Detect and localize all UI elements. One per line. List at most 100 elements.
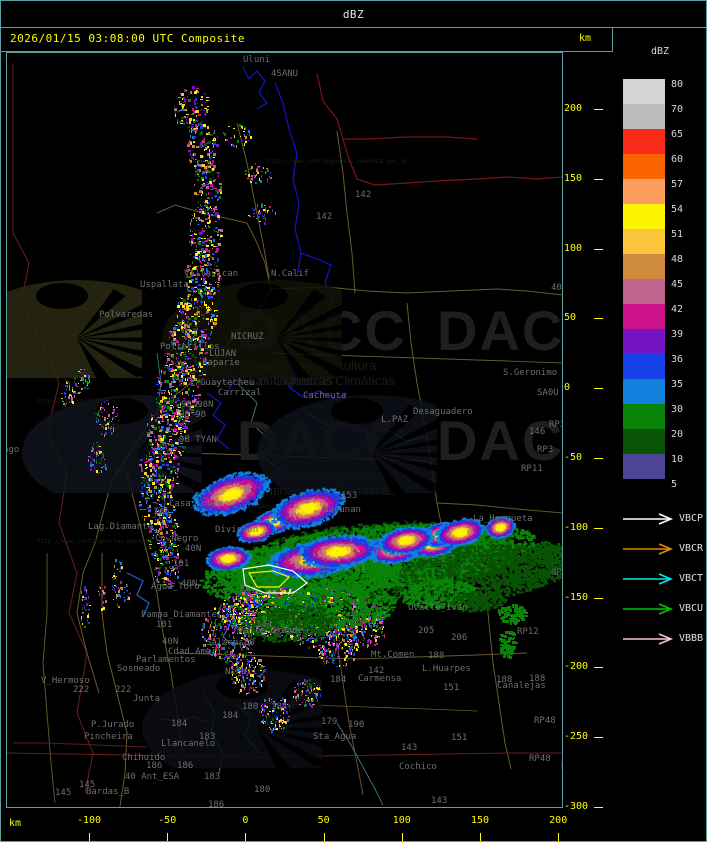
- window-titlebar: dBZ: [1, 1, 706, 28]
- colorbar-tick-39: 39: [671, 329, 683, 340]
- map-label: 98 98N: [181, 400, 214, 410]
- y-tick-mark: [594, 597, 603, 599]
- map-label: Carmensa: [358, 674, 401, 684]
- map-label: Villavican: [184, 269, 238, 279]
- map-label: L.Huarpes: [422, 664, 471, 674]
- dacc-leaf-logo-icon: [7, 280, 142, 378]
- map-label: 145: [55, 788, 71, 798]
- x-axis-unit-label: km: [9, 818, 21, 829]
- dacc-watermark-url: http://www.contingencias.mendoza.gov.ar: [197, 503, 338, 510]
- map-label: Uspallata: [140, 280, 189, 290]
- map-label: 186: [177, 761, 193, 771]
- map-label: NICRUZ: [231, 332, 264, 342]
- y-tick--200: -200: [564, 661, 588, 672]
- dacc-watermark-url: http://www.contingencias.mendoza.gov.ar: [267, 158, 408, 165]
- vector-legend-label: VBBB: [679, 633, 703, 644]
- y-tick-mark: [594, 807, 603, 808]
- info-strip: 2026/01/15 03:08:00 UTC Composite km: [1, 28, 613, 52]
- map-label: 180: [254, 785, 270, 795]
- map-label: Rey: [240, 584, 256, 594]
- map-label: RP3: [537, 445, 553, 455]
- x-tick-mark: [401, 833, 403, 841]
- arrow-icon: [623, 543, 674, 555]
- y-tick-150: 150: [564, 173, 582, 184]
- window-title: dBZ: [343, 8, 364, 21]
- plot-area-wrapper: DACCDACCDACCDACCDirección de Agricultura…: [1, 52, 613, 842]
- map-label: 206: [451, 633, 467, 643]
- timestamp-label: 2026/01/15 03:08:00 UTC Composite: [10, 32, 245, 45]
- colorbar-band-36: [623, 354, 665, 379]
- map-label: 183: [199, 732, 215, 742]
- legend-panel: dBZ 80 70 65 60 57 54 51 48 45 42 39 36 35 30 20 10 5 VB…: [613, 28, 706, 842]
- y-tick-50: 50: [564, 312, 576, 323]
- vector-legend-item-vbcr: VBCR: [617, 536, 707, 566]
- x-tick--50: -50: [158, 815, 176, 826]
- x-tick-mark: [558, 833, 560, 841]
- map-label: 190: [348, 720, 364, 730]
- map-label: 4SANU: [271, 69, 298, 79]
- colorbar-band-70: [623, 104, 665, 129]
- dacc-leaf-logo-icon: [257, 395, 437, 493]
- map-label: Chihuido: [122, 753, 165, 763]
- map-label: 205: [418, 626, 434, 636]
- colorbar-tick-35: 35: [671, 379, 683, 390]
- map-label: 180: [242, 702, 258, 712]
- y-tick-mark: [594, 248, 603, 250]
- x-tick-0: 0: [242, 815, 248, 826]
- map-label: N.Calif: [271, 269, 309, 279]
- colorbar-band-45: [623, 279, 665, 304]
- x-tick-150: 150: [471, 815, 489, 826]
- colorbar-band-51: [623, 229, 665, 254]
- map-label: Ovalle_Ivan: [408, 603, 468, 613]
- dbz-colorbar: [623, 79, 665, 479]
- colorbar-tick-54: 54: [671, 204, 683, 215]
- colorbar-tick-60: 60: [671, 154, 683, 165]
- map-label: Canalejas: [497, 681, 546, 691]
- x-tick-mark: [167, 833, 169, 841]
- colorbar-band-65: [623, 129, 665, 154]
- y-tick-mark: [594, 737, 603, 739]
- map-label: Valle_Grande: [238, 626, 303, 636]
- radar-plot[interactable]: DACCDACCDACCDACCDirección de Agricultura…: [6, 52, 563, 808]
- y-axis-unit-label: km: [579, 33, 591, 44]
- map-label: RP3: [551, 568, 562, 578]
- map-label: 142: [368, 666, 384, 676]
- map-label: 142: [355, 190, 371, 200]
- map-label: 98 TYAN: [179, 435, 217, 445]
- map-label: Guaytecheu: [200, 378, 254, 388]
- map-label: SA0U: [537, 388, 559, 398]
- colorbar-tick-65: 65: [671, 129, 683, 140]
- map-label: Bardas_B: [86, 787, 129, 797]
- y-tick-mark: [594, 527, 603, 529]
- storm-vector-layer: [242, 564, 308, 594]
- y-tick-0: 0: [564, 382, 570, 393]
- colorbar-tick-45: 45: [671, 279, 683, 290]
- colorbar-tick-20: 20: [671, 429, 683, 440]
- y-tick--100: -100: [564, 522, 588, 533]
- colorbar-band-39: [623, 329, 665, 354]
- y-tick-mark: [594, 109, 603, 110]
- y-tick-200: 200: [564, 103, 582, 114]
- x-tick-200: 200: [549, 815, 567, 826]
- map-label: 186: [146, 761, 162, 771]
- vector-legend-label: VBCR: [679, 543, 703, 554]
- map-label: 151: [443, 683, 459, 693]
- vector-legend-item-vbct: VBCT: [617, 566, 707, 596]
- map-label: Polvaredas: [99, 310, 153, 320]
- map-label: RP: [561, 762, 562, 772]
- colorbar-tick-57: 57: [671, 179, 683, 190]
- map-label: Sta_Agua: [313, 732, 356, 742]
- colorbar-tick-42: 42: [671, 304, 683, 315]
- colorbar-tick-5: 5: [671, 479, 677, 490]
- map-label: RP48: [529, 754, 551, 764]
- map-label: Potrerillos: [160, 342, 220, 352]
- arrow-icon: [623, 513, 674, 525]
- colorbar-title: dBZ: [651, 46, 669, 57]
- x-tick-mark: [480, 833, 481, 841]
- vector-legend-item-vbcu: VBCU: [617, 596, 707, 626]
- colorbar-tick-10: 10: [671, 454, 683, 465]
- map-label: Junta: [133, 694, 160, 704]
- map-label: 145: [79, 780, 95, 790]
- arrow-icon: [623, 603, 674, 615]
- map-label: 183: [204, 772, 220, 782]
